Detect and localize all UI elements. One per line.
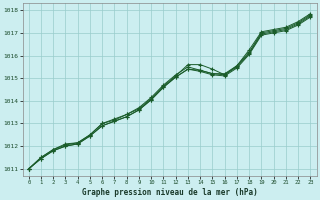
X-axis label: Graphe pression niveau de la mer (hPa): Graphe pression niveau de la mer (hPa) xyxy=(82,188,258,197)
